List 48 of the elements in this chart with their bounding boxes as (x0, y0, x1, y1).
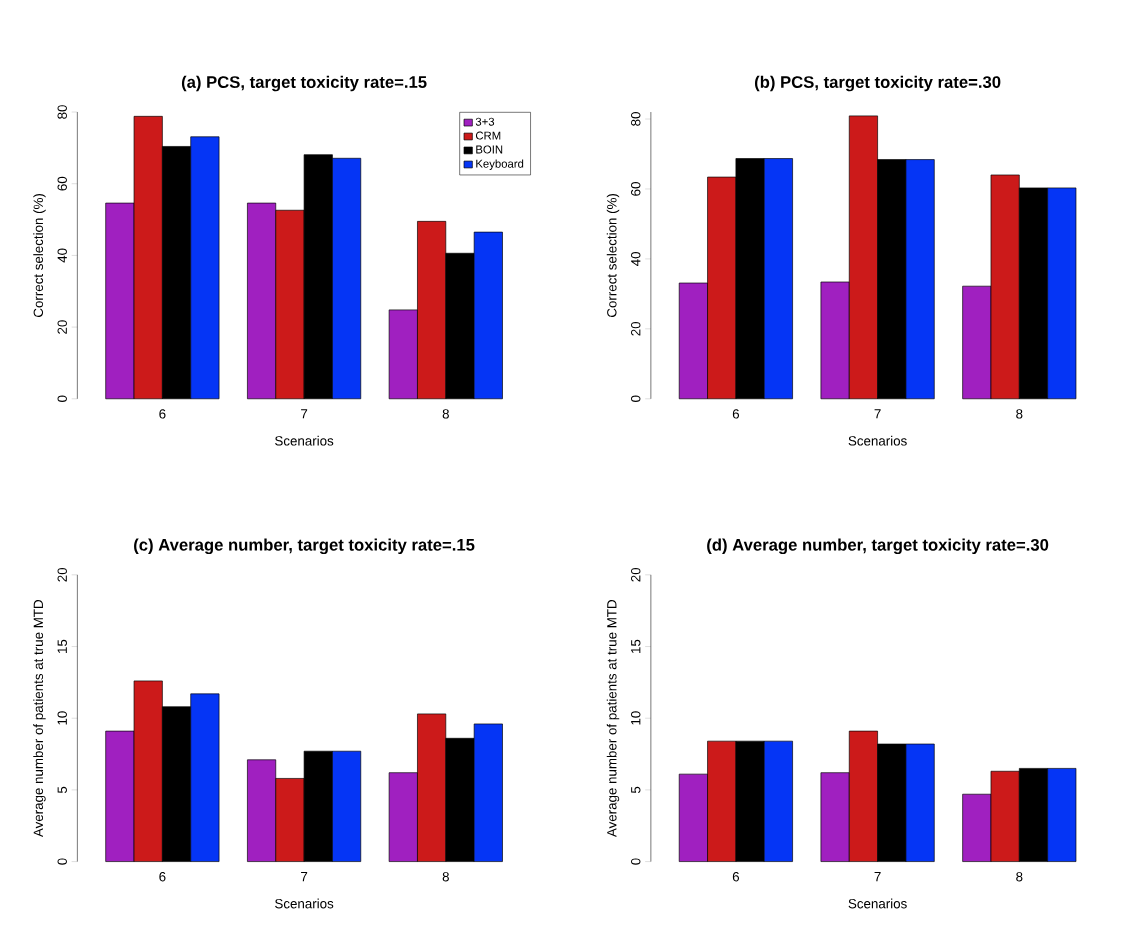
x-tick-label: 7 (301, 409, 308, 419)
y-tick-label: 5 (57, 786, 67, 794)
y-tick-label: 0 (57, 395, 67, 403)
legend-label: 3+3 (475, 117, 495, 126)
x-tick-label: 8 (1016, 872, 1023, 882)
x-tick-label: 6 (159, 872, 166, 882)
x-axis-title: Scenarios (848, 435, 907, 446)
x-tick-label: 7 (874, 872, 881, 882)
chart-title: (a) PCS, target toxicity rate=.15 (181, 75, 427, 92)
y-tick-label: 80 (631, 112, 641, 127)
chart-title: (c) Average number, target toxicity rate=.15 (134, 538, 475, 555)
x-axis-title: Scenarios (275, 435, 334, 446)
x-tick-label: 8 (1016, 409, 1023, 419)
x-tick-label: 8 (442, 409, 449, 419)
y-tick-label: 20 (631, 568, 641, 582)
x-tick-label: 7 (874, 409, 881, 419)
y-tick-label: 15 (57, 639, 67, 654)
x-axis-title: Scenarios (848, 898, 907, 909)
y-axis-title: Correct selection (%) (606, 194, 620, 318)
x-tick-label: 6 (159, 409, 166, 419)
y-tick-label: 0 (631, 858, 641, 865)
y-tick-label: 40 (57, 248, 67, 263)
x-tick-label: 6 (732, 872, 740, 882)
y-tick-label: 60 (57, 177, 67, 191)
y-tick-label: 15 (631, 639, 641, 654)
y-tick-label: 20 (631, 322, 641, 336)
x-tick-label: 7 (301, 872, 308, 882)
y-tick-label: 20 (57, 568, 67, 582)
legend-label: Keyboard (476, 159, 524, 171)
y-tick-label: 40 (631, 252, 641, 267)
y-tick-label: 60 (631, 182, 641, 196)
legend-label: CRM (475, 131, 501, 140)
x-tick-label: 6 (732, 409, 740, 419)
y-tick-label: 20 (57, 320, 67, 335)
chart-title: (b) PCS, target toxicity rate=.30 (754, 75, 1001, 92)
y-tick-label: 10 (57, 711, 67, 725)
chart-title: (d) Average number, target toxicity rate=.30 (707, 538, 1049, 555)
legend-label: BOIN (476, 145, 503, 154)
x-tick-label: 8 (442, 872, 449, 882)
y-tick-label: 0 (57, 858, 67, 865)
y-tick-label: 5 (631, 786, 641, 794)
y-tick-label: 10 (631, 711, 641, 725)
y-axis-title: Average number of patients at true MTD (33, 600, 46, 838)
y-axis-title: Average number of patients at true MTD (606, 600, 620, 838)
y-tick-label: 0 (631, 395, 641, 403)
x-axis-title: Scenarios (275, 898, 334, 909)
y-axis-title: Correct selection (%) (33, 194, 46, 318)
y-tick-label: 80 (57, 105, 67, 120)
